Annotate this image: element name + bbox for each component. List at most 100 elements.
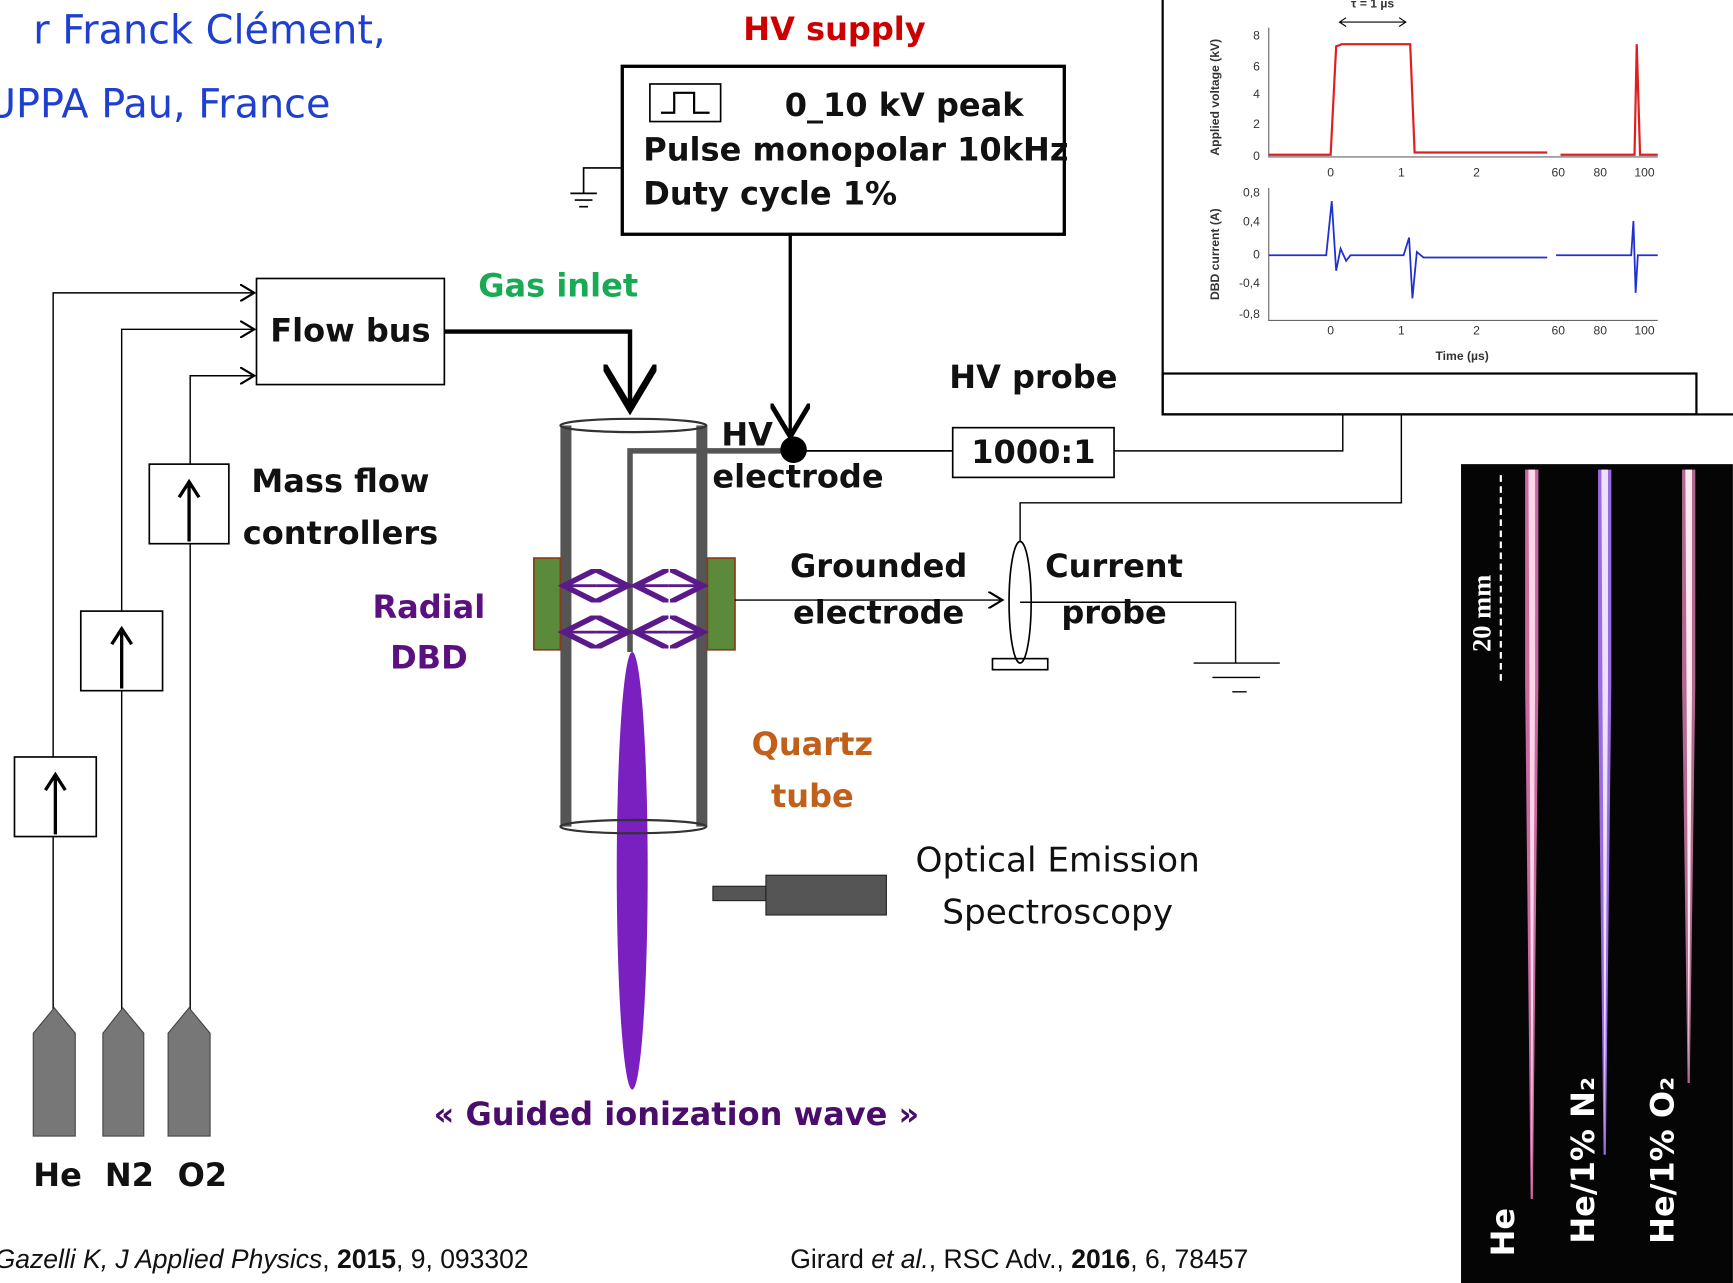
reference-part: , 6, 78457: [1130, 1244, 1248, 1274]
y-tick-label: 0: [1253, 149, 1260, 163]
y-tick-label: 2: [1253, 117, 1260, 131]
x-tick-label: 80: [1594, 324, 1608, 338]
x-tick-label: 60: [1552, 166, 1566, 180]
gas-cylinders: [32, 1006, 211, 1137]
ground: [1020, 601, 1280, 693]
y-label: DBD current (A): [1208, 208, 1222, 300]
y-label: Applied voltage (kV): [1208, 39, 1222, 156]
reference-part: 2016: [1071, 1244, 1130, 1274]
pulse-icon: [660, 91, 710, 114]
scope: τ = 1 µs Applied voltage (kV) DBD curren…: [1161, 0, 1733, 416]
y-tick-label: 0,4: [1243, 214, 1260, 228]
hv-line: 0_10 kV peak: [785, 86, 1025, 124]
quartz-tube: Quartz: [752, 725, 873, 763]
tau-label: τ = 1 µs: [1351, 0, 1394, 11]
grounded-electrode: Grounded: [790, 547, 967, 585]
x-tick-label: 0: [1327, 324, 1334, 338]
hv-supply-box: [620, 64, 1066, 236]
scope-axes: [1268, 27, 1658, 322]
y-tick-label: 0,8: [1243, 186, 1260, 200]
y-tick-label: 4: [1253, 87, 1260, 101]
gas-label: N2: [105, 1156, 154, 1194]
oes-label: Optical Emission: [916, 840, 1200, 880]
wave-label: « Guided ionization wave »: [434, 1095, 920, 1133]
y-tick-label: 8: [1253, 29, 1260, 43]
current-trace: [1268, 201, 1658, 299]
mfc-label: Mass flow: [251, 462, 429, 500]
tube-wall: [696, 425, 708, 827]
voltage-trace: [1268, 43, 1658, 156]
reference-part: , 9, 093302: [396, 1244, 529, 1274]
reference-part: Girard: [790, 1244, 871, 1274]
author: r Franck Clément,: [33, 8, 385, 54]
jet: [1685, 469, 1692, 1078]
grounded-electrode: electrode: [793, 593, 964, 631]
radial-dbd: Radial: [372, 588, 485, 626]
gas-line: [444, 329, 630, 409]
ratio: 1000:1: [971, 433, 1095, 471]
oes-label: Spectroscopy: [942, 892, 1173, 932]
reference-part: ,: [322, 1244, 337, 1274]
tube-end: [559, 417, 708, 434]
scope-bar: [1161, 372, 1698, 416]
plasma-jet: [616, 651, 648, 1090]
y-tick-label: -0,8: [1239, 307, 1260, 321]
x-tick-label: 80: [1594, 166, 1608, 180]
junction: [780, 436, 807, 464]
ground: [570, 167, 623, 208]
photo: 20 mm He He/1% N₂ He/1% O₂: [1461, 464, 1733, 1283]
ground-electrode: [533, 557, 562, 651]
ground-electrode: [706, 557, 736, 651]
x-tick-label: 2: [1473, 324, 1480, 338]
tau-arrow: [1338, 17, 1407, 27]
radial-arrows: [564, 586, 703, 632]
y-tick-label: 6: [1253, 60, 1260, 74]
mfc-arrows: [44, 478, 201, 835]
reference: Gazelli K, J Applied Physics, 2015, 9, 0…: [0, 1244, 529, 1274]
x-tick-label: 100: [1634, 324, 1655, 338]
gas-label: O2: [178, 1156, 228, 1194]
hv-line: Duty cycle 1%: [643, 175, 897, 213]
x-tick-label: 0: [1327, 166, 1334, 180]
current-probe-label: Current: [1045, 547, 1183, 585]
x-tick-label: 1: [1398, 166, 1405, 180]
tube-wall: [560, 425, 572, 827]
reference-part: 2015: [337, 1244, 396, 1274]
x-tick-label: 1: [1398, 324, 1405, 338]
pulse-icon: [649, 83, 722, 123]
flow-bus: Flow bus: [270, 312, 430, 350]
reference-part: et al.: [871, 1244, 929, 1274]
gas-inlet: Gas inlet: [478, 266, 638, 304]
hv-electrode-label: electrode: [712, 458, 883, 496]
oes-fiber: [712, 885, 767, 902]
quartz-tube: tube: [771, 777, 854, 815]
hv-line: Pulse monopolar 10kHz: [643, 130, 1068, 168]
x-tick-label: 100: [1634, 166, 1655, 180]
reference: Girard et al., RSC Adv., 2016, 6, 78457: [790, 1244, 1248, 1274]
jet-label: He/1% N₂: [1564, 1077, 1602, 1244]
x-label: Time (µs): [1435, 349, 1488, 363]
x-tick-label: 60: [1552, 324, 1566, 338]
y-tick-label: -0,4: [1239, 276, 1260, 290]
scale-label: 20 mm: [1466, 575, 1496, 652]
tube-end: [559, 818, 708, 835]
hv-supply-title: HV supply: [743, 10, 925, 48]
jet: [1528, 469, 1536, 1194]
gas-lines: [52, 293, 254, 1012]
affiliation: UPPA Pau, France: [0, 82, 330, 128]
reference-part: , RSC Adv.,: [929, 1244, 1071, 1274]
probe-box: [951, 426, 1115, 479]
radial-dbd: DBD: [390, 639, 468, 677]
hv-probe: HV probe: [949, 358, 1117, 396]
x-tick-label: 2: [1473, 166, 1480, 180]
current-probe-label: probe: [1061, 593, 1166, 631]
jet-label: He: [1484, 1208, 1522, 1257]
jet-label: He/1% O₂: [1643, 1077, 1681, 1244]
oes-head: [765, 874, 887, 916]
reference-part: Gazelli K, J Applied Physics: [0, 1244, 322, 1274]
hv-electrode-label: HV: [721, 416, 773, 454]
jet: [1601, 469, 1609, 1150]
y-tick-label: 0: [1253, 247, 1260, 261]
gas-label: He: [33, 1156, 82, 1194]
